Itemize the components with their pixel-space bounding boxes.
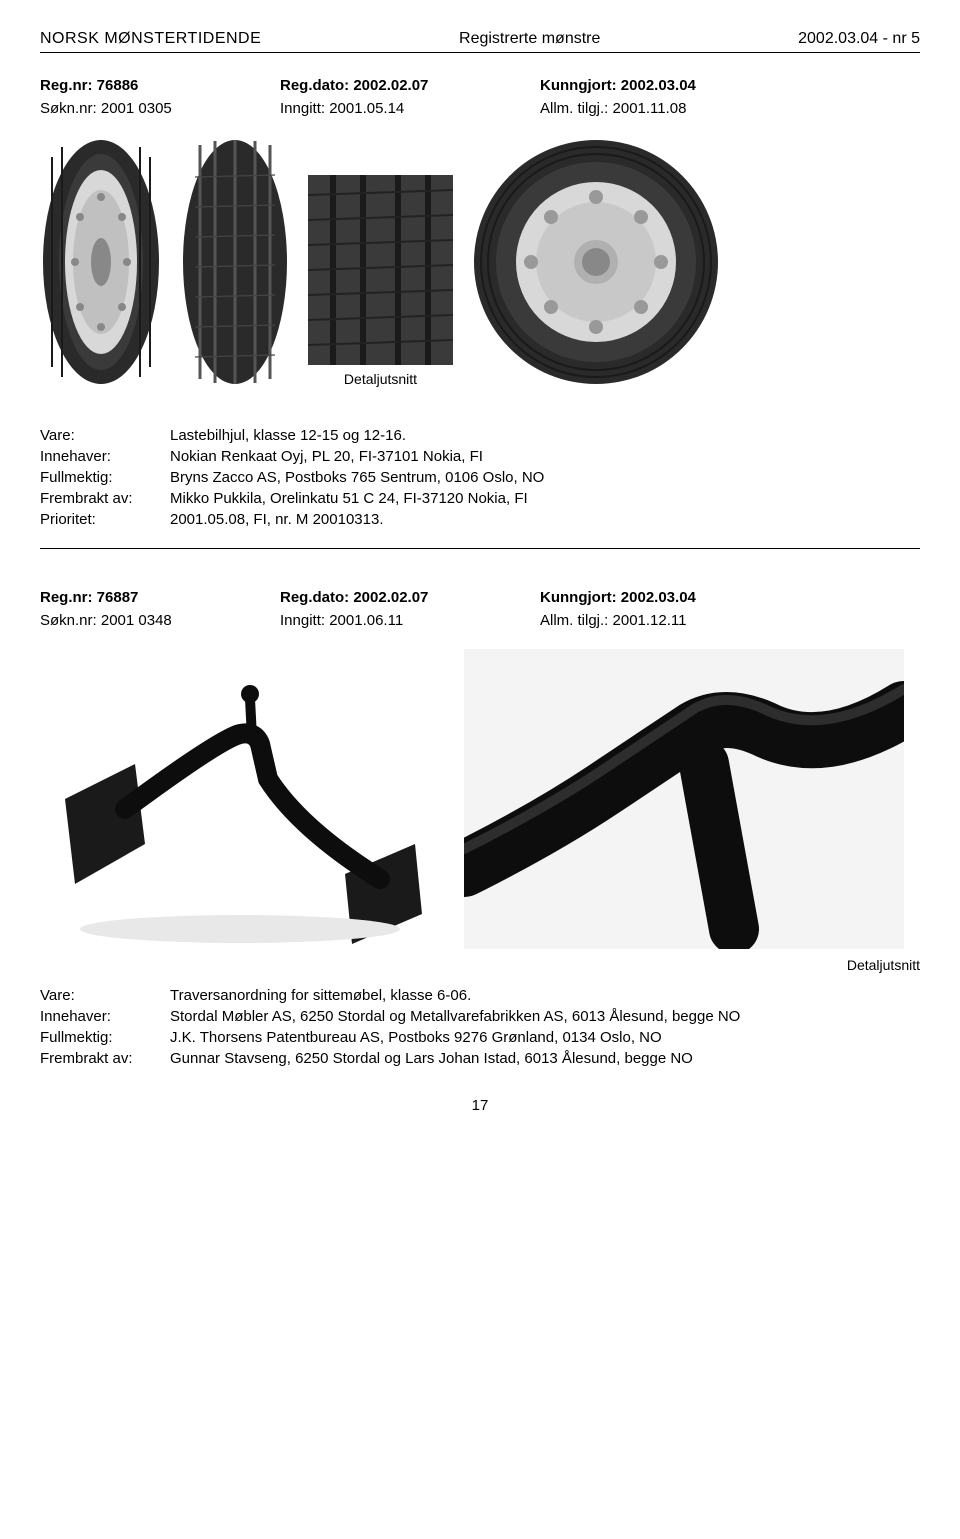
bracket-full-icon <box>40 649 440 949</box>
detail-caption-2: Detaljutsnitt <box>40 957 920 973</box>
prioritet-label: Prioritet: <box>40 511 170 528</box>
prioritet-value: 2001.05.08, FI, nr. M 20010313. <box>170 511 920 528</box>
frembrakt2-label: Frembrakt av: <box>40 1050 170 1067</box>
entry1-details: Vare: Lastebilhjul, klasse 12-15 og 12-1… <box>40 427 920 528</box>
innehaver-value: Nokian Renkaat Oyj, PL 20, FI-37101 Noki… <box>170 448 920 465</box>
entry1-inngitt: Inngitt: 2001.05.14 <box>280 100 500 117</box>
tire-front-icon <box>471 137 721 387</box>
bracket-detail-icon <box>464 649 904 949</box>
entry2-meta: Reg.nr: 76887 Reg.dato: 2002.02.07 Kunng… <box>40 589 920 629</box>
frembrakt-label: Frembrakt av: <box>40 490 170 507</box>
fullmektig-label: Fullmektig: <box>40 469 170 486</box>
entry1-images: Detaljutsnitt <box>40 137 920 387</box>
entry1-kunngjort: Kunngjort: 2002.03.04 <box>540 77 820 94</box>
entry1-meta: Reg.nr: 76886 Reg.dato: 2002.02.07 Kunng… <box>40 77 920 117</box>
innehaver2-value: Stordal Møbler AS, 6250 Stordal og Metal… <box>170 1008 920 1025</box>
vare2-label: Vare: <box>40 987 170 1004</box>
entry1-regnr: Reg.nr: 76886 <box>40 77 240 94</box>
entry2-kunngjort: Kunngjort: 2002.03.04 <box>540 589 820 606</box>
entry-divider <box>40 548 920 549</box>
fullmektig-value: Bryns Zacco AS, Postboks 765 Sentrum, 01… <box>170 469 920 486</box>
entry2-regdato: Reg.dato: 2002.02.07 <box>280 589 500 606</box>
entry2-allm: Allm. tilgj.: 2001.12.11 <box>540 612 820 629</box>
tire-front <box>471 137 721 387</box>
entry2-images <box>40 649 920 949</box>
page-number: 17 <box>40 1097 920 1114</box>
page-header: NORSK MØNSTERTIDENDE Registrerte mønstre… <box>40 30 920 53</box>
vare-value: Lastebilhjul, klasse 12-15 og 12-16. <box>170 427 920 444</box>
tread-icon <box>308 175 453 365</box>
tire-side-2 <box>180 137 290 387</box>
entry1-soknr: Søkn.nr: 2001 0305 <box>40 100 240 117</box>
vare2-value: Traversanordning for sittemøbel, klasse … <box>170 987 920 1004</box>
entry2-regnr: Reg.nr: 76887 <box>40 589 240 606</box>
vare-label: Vare: <box>40 427 170 444</box>
entry2-inngitt: Inngitt: 2001.06.11 <box>280 612 500 629</box>
entry1-allm: Allm. tilgj.: 2001.11.08 <box>540 100 820 117</box>
header-right: 2002.03.04 - nr 5 <box>798 30 920 48</box>
header-left: NORSK MØNSTERTIDENDE <box>40 30 261 48</box>
fullmektig2-value: J.K. Thorsens Patentbureau AS, Postboks … <box>170 1029 920 1046</box>
tire-side-icon <box>40 137 162 387</box>
innehaver2-label: Innehaver: <box>40 1008 170 1025</box>
entry2-soknr: Søkn.nr: 2001 0348 <box>40 612 240 629</box>
header-center: Registrerte mønstre <box>459 30 600 48</box>
detail-caption-1: Detaljutsnitt <box>344 371 417 387</box>
entry1-regdato: Reg.dato: 2002.02.07 <box>280 77 500 94</box>
tire-side2-icon <box>180 137 290 387</box>
frembrakt-value: Mikko Pukkila, Orelinkatu 51 C 24, FI-37… <box>170 490 920 507</box>
tire-side-1 <box>40 137 162 387</box>
frembrakt2-value: Gunnar Stavseng, 6250 Stordal og Lars Jo… <box>170 1050 920 1067</box>
entry2-details: Vare: Traversanordning for sittemøbel, k… <box>40 987 920 1067</box>
innehaver-label: Innehaver: <box>40 448 170 465</box>
tread-detail: Detaljutsnitt <box>308 175 453 387</box>
fullmektig2-label: Fullmektig: <box>40 1029 170 1046</box>
